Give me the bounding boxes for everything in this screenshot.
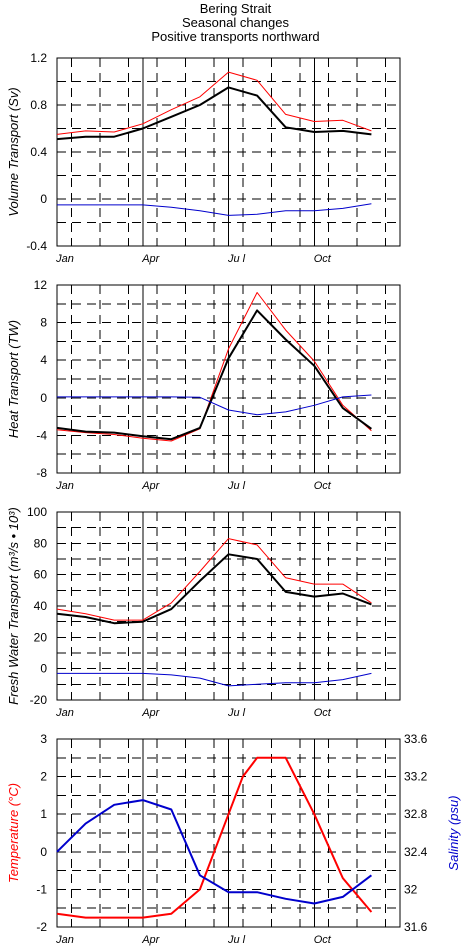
- y-tick-label: 0: [40, 391, 47, 405]
- x-tick-label: Ju l: [227, 707, 246, 719]
- y-tick-label-right: 32: [404, 882, 418, 896]
- y-tick-label: 100: [27, 505, 47, 519]
- y-tick-label: 20: [34, 630, 48, 644]
- y-axis-title: Heat Transport (TW): [6, 320, 21, 438]
- y-axis-title: Temperature (°C): [6, 783, 21, 883]
- y-tick-label: 0.4: [30, 145, 47, 159]
- y-tick-label: 1: [40, 807, 47, 821]
- series-line-2: [56, 86, 372, 141]
- y-tick-label: 2: [40, 770, 47, 784]
- series-line-1: [56, 71, 372, 135]
- x-tick-label: Oct: [314, 480, 332, 492]
- y-tick-label-right: 32.8: [404, 807, 428, 821]
- y-tick-label: 1.2: [30, 51, 47, 65]
- plot-frame: [56, 511, 401, 701]
- chart-panel-1: -0.4 0 0.4 0.8 1.2 Jan Apr Ju l Oct Volume Transp…: [6, 51, 401, 265]
- y-tick-label-right: 33.2: [404, 770, 428, 784]
- x-tick-label: Jan: [55, 480, 74, 492]
- y-axis-title: Volume Transport (Sv): [6, 87, 21, 216]
- series-line-2: [56, 553, 372, 625]
- y-axis-title-right: Salinity (psu): [446, 795, 461, 870]
- series-line-2: [56, 799, 373, 905]
- series-line-3: [57, 394, 372, 416]
- plot-frame: [56, 57, 401, 247]
- y-tick-label: -1: [36, 882, 47, 896]
- y-tick-label-right: 32.4: [404, 845, 428, 859]
- title-line-3: Positive transports northward: [151, 29, 320, 44]
- y-tick-label: 4: [40, 353, 47, 367]
- x-tick-label: Ju l: [227, 253, 246, 265]
- y-tick-label: 8: [40, 316, 47, 330]
- chart-panel-4: -2 -1 0 1 2 3 31.6 32 32.4 32.8 33.2 33.6 Jan Apr Ju l…: [6, 732, 461, 946]
- series-line-1: [56, 538, 372, 621]
- y-tick-label: 0: [40, 662, 47, 676]
- plot-frame: [56, 284, 401, 474]
- x-tick-label: Apr: [141, 707, 160, 719]
- y-tick-label: -2: [36, 920, 47, 934]
- x-tick-label: Apr: [141, 480, 160, 492]
- series-line-3: [57, 672, 372, 687]
- y-tick-label: 0: [40, 192, 47, 206]
- x-tick-label: Ju l: [227, 480, 246, 492]
- x-tick-label: Jan: [55, 253, 74, 265]
- title-line-1: Bering Strait: [199, 1, 272, 16]
- x-tick-label: Ju l: [227, 934, 246, 946]
- chart-panel-3: -20 0 20 40 60 80 100 Jan Apr Ju l Oct Fresh Water …: [6, 505, 401, 719]
- y-tick-label: 60: [34, 568, 48, 582]
- x-tick-label: Oct: [314, 934, 332, 946]
- x-tick-label: Apr: [141, 253, 160, 265]
- x-tick-label: Jan: [55, 707, 74, 719]
- x-tick-label: Jan: [55, 934, 74, 946]
- plot-frame: [56, 738, 401, 928]
- y-tick-label: -8: [36, 466, 47, 480]
- y-tick-label-right: 31.6: [404, 920, 428, 934]
- x-tick-label: Apr: [141, 934, 160, 946]
- series-line-1: [56, 292, 372, 442]
- series-line-3: [57, 203, 372, 216]
- title-line-2: Seasonal changes: [182, 15, 289, 30]
- y-tick-label: 3: [40, 732, 47, 746]
- series-line-2: [56, 309, 372, 441]
- y-tick-label: 0.8: [30, 98, 47, 112]
- x-tick-label: Oct: [314, 253, 332, 265]
- y-tick-label: -0.4: [26, 239, 47, 253]
- x-tick-label: Oct: [314, 707, 332, 719]
- y-tick-label-right: 33.6: [404, 732, 428, 746]
- chart-panel-2: -8 -4 0 4 8 12 Jan Apr Ju l Oct Heat Transport (TW…: [6, 278, 401, 492]
- y-tick-label: 0: [40, 845, 47, 859]
- y-tick-label: 40: [34, 599, 48, 613]
- chart-title: Bering Strait Seasonal changes Positive …: [0, 2, 471, 44]
- y-tick-label: 12: [34, 278, 48, 292]
- y-axis-title: Fresh Water Transport (m³/s • 10³): [6, 507, 21, 705]
- y-tick-label: -20: [30, 693, 48, 707]
- y-tick-label: -4: [36, 428, 47, 442]
- y-tick-label: 80: [34, 536, 48, 550]
